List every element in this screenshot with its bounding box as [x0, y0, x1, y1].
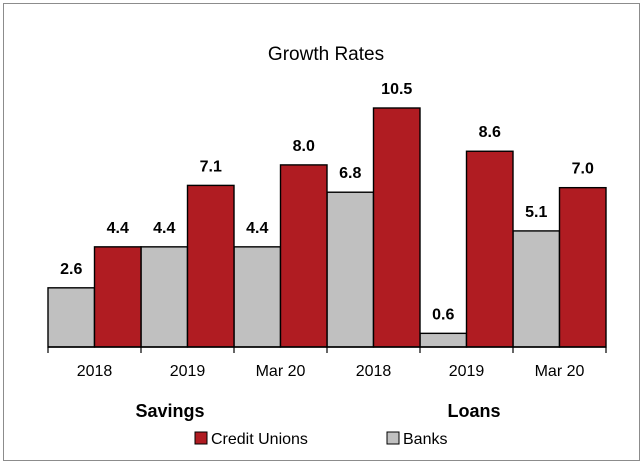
- legend-swatch-credit-unions: [194, 431, 208, 445]
- value-label-credit-unions-0: 4.4: [107, 220, 129, 237]
- value-label-banks-0: 2.6: [60, 261, 82, 278]
- x-axis: 2018 2019 Mar 20 2018 2019 Mar 20: [47, 346, 607, 380]
- value-labels-layer: 2.6 4.4 4.4 6.8 0.6 5.1 4.4 7.1 8.0 10.5 8.6 7.0: [60, 81, 594, 323]
- value-label-credit-unions-3: 10.5: [381, 81, 412, 98]
- bar-credit-unions-0: [93, 246, 142, 348]
- bar-banks-4: [419, 332, 468, 348]
- chart-title: Growth Rates: [268, 44, 384, 65]
- bar-banks-5: [512, 230, 561, 348]
- value-label-banks-4: 0.6: [432, 306, 454, 323]
- value-label-credit-unions-5: 7.0: [572, 161, 594, 178]
- bar-banks-1: [140, 246, 189, 348]
- value-label-banks-5: 5.1: [525, 204, 547, 221]
- value-label-banks-2: 4.4: [246, 220, 268, 237]
- group-label-savings: Savings: [135, 401, 204, 421]
- value-label-banks-3: 6.8: [339, 165, 361, 182]
- x-tick-label: 2019: [170, 363, 206, 380]
- bar-credit-unions-4: [465, 150, 514, 348]
- x-tick-label: Mar 20: [256, 363, 306, 380]
- legend-swatch-banks: [386, 431, 400, 445]
- value-label-credit-unions-4: 8.6: [479, 124, 501, 141]
- x-tick-label: 2018: [356, 363, 392, 380]
- group-label-loans: Loans: [447, 401, 500, 421]
- bar-credit-unions-3: [372, 107, 421, 348]
- legend: Credit Unions Banks: [194, 431, 447, 448]
- x-tick-label: Mar 20: [535, 363, 585, 380]
- x-tick-label: 2018: [77, 363, 113, 380]
- legend-label-credit-unions: Credit Unions: [211, 431, 308, 448]
- bar-banks-3: [326, 191, 375, 348]
- bar-credit-unions-1: [186, 184, 235, 348]
- value-label-credit-unions-2: 8.0: [293, 138, 315, 155]
- bar-credit-unions-2: [279, 164, 328, 348]
- value-label-banks-1: 4.4: [153, 220, 175, 237]
- x-tick-label: 2019: [449, 363, 485, 380]
- legend-label-banks: Banks: [403, 431, 447, 448]
- bar-credit-unions-5: [558, 186, 607, 348]
- value-label-credit-unions-1: 7.1: [200, 158, 222, 175]
- bars-layer: [47, 107, 607, 348]
- group-labels: Savings Loans: [135, 401, 500, 421]
- bar-banks-0: [47, 287, 96, 348]
- bar-banks-2: [233, 246, 282, 348]
